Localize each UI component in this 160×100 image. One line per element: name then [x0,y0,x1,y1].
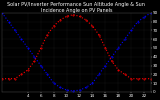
Title: Solar PV/Inverter Performance Sun Altitude Angle & Sun Incidence Angle on PV Pan: Solar PV/Inverter Performance Sun Altitu… [7,2,145,13]
